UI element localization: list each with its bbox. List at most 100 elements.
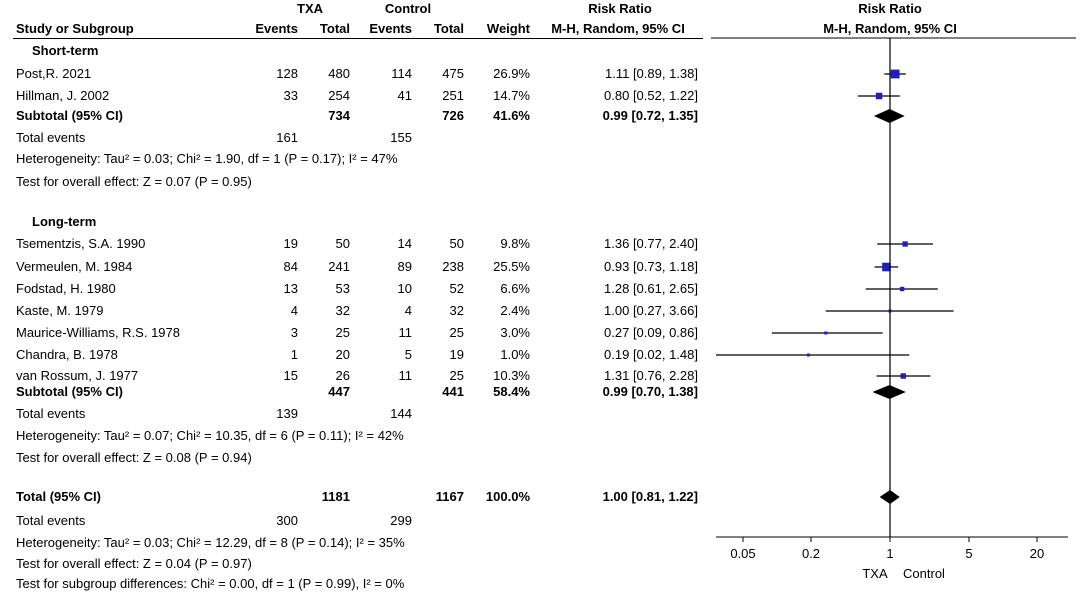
events2: 41	[397, 88, 412, 103]
overall-effect-text: Test for overall effect: Z = 0.07 (P = 0…	[16, 174, 252, 189]
study-column-header: Study or Subgroup	[16, 21, 134, 36]
subtotal-label: Subtotal (95% CI)	[16, 108, 123, 123]
weight: 3.0%	[500, 325, 530, 340]
header-rule	[13, 38, 703, 39]
subtotal-total1: 447	[328, 384, 350, 399]
group1-header: TXA	[297, 1, 323, 16]
study-name: Tsementzis, S.A. 1990	[16, 236, 146, 251]
total1: 254	[328, 88, 350, 103]
weight: 9.8%	[500, 236, 530, 251]
risk-ratio-ci: 1.00 [0.27, 3.66]	[604, 303, 698, 318]
total-events2: 155	[390, 130, 412, 145]
events1: 84	[283, 259, 298, 274]
risk-ratio-ci: 1.31 [0.76, 2.28]	[604, 368, 698, 383]
study-name: Kaste, M. 1979	[16, 303, 104, 318]
overall-effect-text: Test for overall effect: Z = 0.08 (P = 0…	[16, 450, 252, 465]
events2: 11	[398, 325, 413, 340]
risk-ratio-ci: 1.36 [0.77, 2.40]	[604, 236, 698, 251]
total2: 19	[449, 347, 464, 362]
total1-header: Total	[319, 21, 350, 36]
events2: 4	[404, 303, 412, 318]
effect-square	[899, 286, 905, 292]
total-events2: 299	[390, 513, 412, 528]
grand-total1: 1181	[321, 489, 350, 504]
events1: 19	[283, 236, 298, 251]
total1: 480	[328, 66, 350, 81]
weight: 10.3%	[493, 368, 530, 383]
events1: 128	[276, 66, 298, 81]
weight: 6.6%	[500, 281, 530, 296]
heterogeneity-text: Heterogeneity: Tau² = 0.07; Chi² = 10.35…	[16, 428, 404, 443]
favours-left-label: TXA	[862, 566, 888, 581]
favours-right-label: Control	[903, 566, 945, 581]
events2: 89	[397, 259, 412, 274]
total2: 32	[449, 303, 464, 318]
subtotal-total1: 734	[328, 108, 350, 123]
x-tick-label: 0.05	[730, 546, 755, 561]
subtotal-weight: 58.4%	[493, 384, 530, 399]
study-name: Vermeulen, M. 1984	[16, 259, 133, 274]
risk-ratio-ci: 1.28 [0.61, 2.65]	[604, 281, 698, 296]
total1: 20	[335, 347, 350, 362]
total2: 25	[449, 368, 464, 383]
x-tick-label: 1	[886, 546, 893, 561]
risk-ratio-ci: 0.93 [0.73, 1.18]	[604, 259, 698, 274]
x-tick-label: 20	[1030, 546, 1044, 561]
subtotal-total2: 441	[442, 384, 464, 399]
total-events1: 300	[276, 513, 298, 528]
events1-header: Events	[255, 21, 298, 36]
events2: 14	[397, 236, 412, 251]
total-events-label: Total events	[16, 513, 86, 528]
group2-header: Control	[384, 1, 432, 16]
total2: 52	[449, 281, 464, 296]
risk-ratio-col-header: Risk Ratio	[588, 1, 652, 16]
grand-total2: 1167	[435, 489, 464, 504]
events1: 13	[283, 281, 298, 296]
weight: 2.4%	[500, 303, 530, 318]
subtotal-label: Subtotal (95% CI)	[16, 384, 123, 399]
effect-square	[890, 69, 900, 79]
total1: 50	[335, 236, 350, 251]
study-name: Post,R. 2021	[16, 66, 92, 81]
risk-ratio-ci: 1.11 [0.89, 1.38]	[605, 66, 698, 81]
method-col-header: M-H, Random, 95% CI	[551, 21, 685, 36]
total1: 241	[328, 259, 350, 274]
effect-square	[902, 241, 908, 247]
weight: 25.5%	[493, 259, 530, 274]
risk-ratio-ci: 0.27 [0.09, 0.86]	[604, 325, 698, 340]
subgroup-differences-text: Test for subgroup differences: Chi² = 0.…	[16, 576, 405, 591]
events1: 4	[290, 303, 298, 318]
events2: 5	[404, 347, 412, 362]
total-events2: 144	[390, 406, 412, 421]
total1: 53	[335, 281, 350, 296]
total2: 50	[449, 236, 464, 251]
events2: 114	[391, 66, 412, 81]
total1: 32	[335, 303, 350, 318]
events1: 1	[290, 347, 298, 362]
total2: 475	[442, 66, 464, 81]
effect-square	[882, 262, 891, 272]
events2: 11	[398, 368, 413, 383]
heterogeneity-text: Heterogeneity: Tau² = 0.03; Chi² = 12.29…	[16, 535, 405, 550]
effect-square	[806, 353, 810, 357]
effect-square	[875, 92, 883, 100]
total-events-label: Total events	[16, 130, 86, 145]
subgroup-heading: Short-term	[32, 43, 99, 58]
grand-weight: 100.0%	[485, 489, 530, 504]
events1: 3	[290, 325, 298, 340]
study-name: Hillman, J. 2002	[16, 88, 110, 103]
study-name: Chandra, B. 1978	[16, 347, 118, 362]
subtotal-diamond	[872, 385, 906, 399]
total-events-label: Total events	[16, 406, 86, 421]
study-name: Maurice-Williams, R.S. 1978	[16, 325, 180, 340]
total1: 25	[335, 325, 350, 340]
subtotal-weight: 41.6%	[493, 108, 530, 123]
total-label: Total (95% CI)	[16, 489, 101, 504]
subtotal-diamond	[873, 109, 905, 123]
effect-square	[900, 373, 906, 379]
total-events1: 161	[276, 130, 298, 145]
subtotal-ci: 0.99 [0.70, 1.38]	[602, 384, 698, 399]
events2-header: Events	[369, 21, 412, 36]
study-name: van Rossum, J. 1977	[16, 368, 139, 383]
